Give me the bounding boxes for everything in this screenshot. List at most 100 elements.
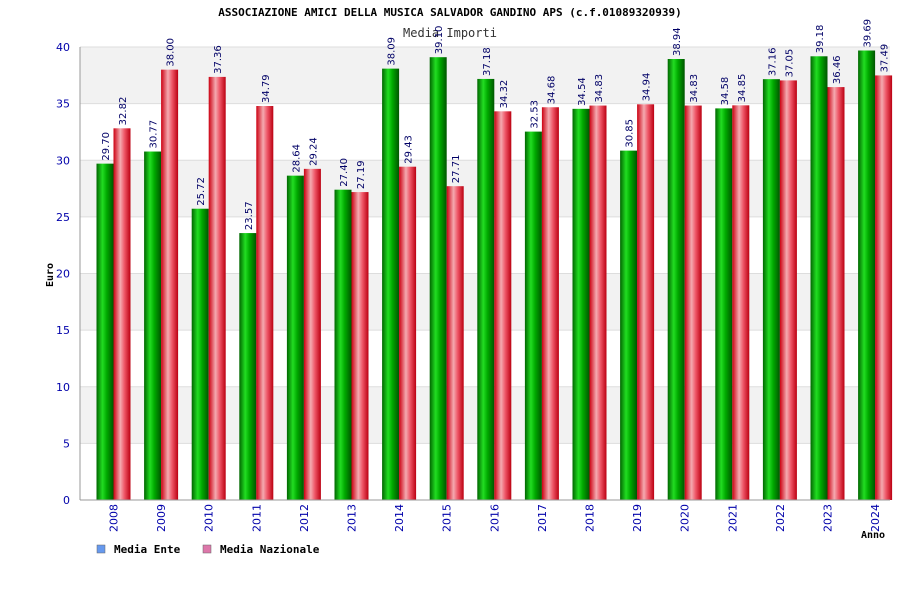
x-tick-label: 2009 <box>155 504 168 532</box>
x-tick-label: 2021 <box>726 504 739 532</box>
bar-media-nazionale-2016 <box>494 111 512 501</box>
value-label: 39.10 <box>434 26 445 55</box>
value-label: 39.18 <box>815 25 826 54</box>
value-label: 27.71 <box>451 155 462 184</box>
value-label: 27.40 <box>339 158 350 187</box>
value-label: 30.77 <box>149 120 160 149</box>
bar-media-nazionale-2012 <box>303 168 321 500</box>
y-tick-label: 0 <box>63 494 70 507</box>
bar-media-nazionale-2008 <box>113 128 131 500</box>
bar-media-ente-2020 <box>667 59 685 500</box>
value-label: 39.69 <box>863 19 874 48</box>
x-tick-label: 2023 <box>822 504 835 532</box>
bar-media-ente-2012 <box>286 175 304 501</box>
value-label: 30.85 <box>625 119 636 148</box>
x-tick-label: 2016 <box>488 504 501 532</box>
value-labels: 29.70 32.82 30.77 38.00 25.72 37.36 23.57 34.79… <box>101 19 891 230</box>
bar-media-nazionale-2017 <box>541 107 559 501</box>
bar-media-ente-2022 <box>762 79 780 501</box>
value-label: 28.64 <box>291 144 302 173</box>
x-tick-label: 2017 <box>536 504 549 532</box>
bar-media-ente-2017 <box>524 131 542 500</box>
value-label: 29.43 <box>404 135 415 164</box>
bar-media-ente-2019 <box>620 150 638 500</box>
value-label: 34.54 <box>577 77 588 106</box>
x-tick-label: 2015 <box>441 504 454 532</box>
bar-media-nazionale-2022 <box>779 80 797 500</box>
bar-media-ente-2010 <box>191 208 209 500</box>
value-label: 34.32 <box>499 80 510 109</box>
bar-media-nazionale-2023 <box>827 87 845 500</box>
bar-media-nazionale-2021 <box>732 105 750 500</box>
value-label: 29.70 <box>101 132 112 161</box>
y-tick-label: 25 <box>56 211 70 224</box>
value-label: 38.09 <box>387 37 398 66</box>
value-label: 38.94 <box>672 27 683 56</box>
value-label: 34.83 <box>594 74 605 103</box>
bar-media-ente-2008 <box>96 163 114 500</box>
y-tick-label: 40 <box>56 41 70 54</box>
bar-media-nazionale-2020 <box>684 105 702 501</box>
value-label: 27.19 <box>356 160 367 189</box>
bar-media-nazionale-2010 <box>208 76 226 500</box>
x-tick-label: 2011 <box>250 504 263 532</box>
bar-media-ente-2013 <box>334 189 352 500</box>
y-tick-label: 20 <box>56 268 70 281</box>
legend-label-media-ente: Media Ente <box>114 543 181 556</box>
value-label: 34.58 <box>720 77 731 106</box>
y-tick-label: 30 <box>56 154 70 167</box>
bar-media-ente-2014 <box>382 68 400 501</box>
x-tick-label: 2012 <box>298 504 311 532</box>
value-label: 25.72 <box>196 177 207 206</box>
y-tick-label: 15 <box>56 324 70 337</box>
y-axis-label: Euro <box>45 263 56 287</box>
chart-subtitle: Media Importi <box>403 26 497 40</box>
value-label: 36.46 <box>832 55 843 84</box>
x-tick-label: 2014 <box>393 504 406 532</box>
bar-media-nazionale-2024 <box>875 75 893 500</box>
value-label: 37.05 <box>784 49 795 78</box>
bar-media-nazionale-2013 <box>351 192 369 501</box>
value-label: 34.94 <box>642 73 653 102</box>
bar-media-ente-2011 <box>239 233 257 500</box>
x-tick-label: 2022 <box>774 504 787 532</box>
x-axis-label: Anno <box>861 530 885 541</box>
bar-media-ente-2018 <box>572 108 590 500</box>
value-label: 32.82 <box>118 97 129 126</box>
y-tick-label: 35 <box>56 98 70 111</box>
bar-media-nazionale-2011 <box>256 106 274 501</box>
value-label: 37.16 <box>767 48 778 77</box>
x-tick-label: 2010 <box>203 504 216 532</box>
legend-swatch-media-ente <box>96 544 106 554</box>
bar-media-ente-2016 <box>477 78 495 501</box>
value-label: 23.57 <box>244 201 255 230</box>
x-tick-label: 2020 <box>679 504 692 532</box>
value-label: 34.83 <box>689 74 700 103</box>
value-label: 34.85 <box>737 74 748 103</box>
legend-swatch-media-nazionale <box>202 544 212 554</box>
x-tick-label: 2013 <box>346 504 359 532</box>
y-tick-label: 5 <box>63 437 70 450</box>
bar-media-nazionale-2018 <box>589 105 607 501</box>
value-label: 37.18 <box>482 47 493 76</box>
value-label: 37.49 <box>880 44 891 73</box>
x-tick-label: 2008 <box>108 504 121 532</box>
bar-media-ente-2009 <box>144 151 162 500</box>
legend: Media Ente Media Nazionale <box>96 543 320 556</box>
bars <box>96 50 893 501</box>
value-label: 29.24 <box>308 137 319 166</box>
value-label: 32.53 <box>529 100 540 129</box>
x-axis-ticks: 2008 2009 2010 2011 2012 2013 2014 2015 2016 2017… <box>108 504 883 532</box>
x-tick-label: 2019 <box>631 504 644 532</box>
y-tick-label: 10 <box>56 381 70 394</box>
value-label: 34.79 <box>261 74 272 103</box>
x-tick-label: 2018 <box>584 504 597 532</box>
x-tick-label: 2024 <box>869 504 882 532</box>
bar-media-ente-2024 <box>858 50 876 501</box>
legend-label-media-nazionale: Media Nazionale <box>220 543 320 556</box>
bar-media-ente-2023 <box>810 56 828 500</box>
chart-title: ASSOCIAZIONE AMICI DELLA MUSICA SALVADOR… <box>218 6 682 19</box>
bar-media-nazionale-2009 <box>161 69 179 501</box>
value-label: 37.36 <box>213 45 224 74</box>
